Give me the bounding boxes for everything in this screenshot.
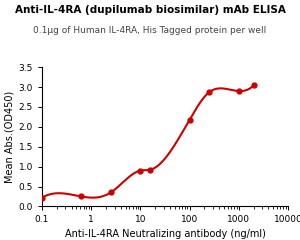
Y-axis label: Mean Abs.(OD450): Mean Abs.(OD450) bbox=[4, 91, 14, 183]
X-axis label: Anti-IL-4RA Neutralizing antibody (ng/ml): Anti-IL-4RA Neutralizing antibody (ng/ml… bbox=[64, 228, 266, 239]
Text: 0.1μg of Human IL-4RA, His Tagged protein per well: 0.1μg of Human IL-4RA, His Tagged protei… bbox=[33, 26, 267, 36]
Text: Anti-IL-4RA (dupilumab biosimilar) mAb ELISA: Anti-IL-4RA (dupilumab biosimilar) mAb E… bbox=[15, 5, 285, 15]
